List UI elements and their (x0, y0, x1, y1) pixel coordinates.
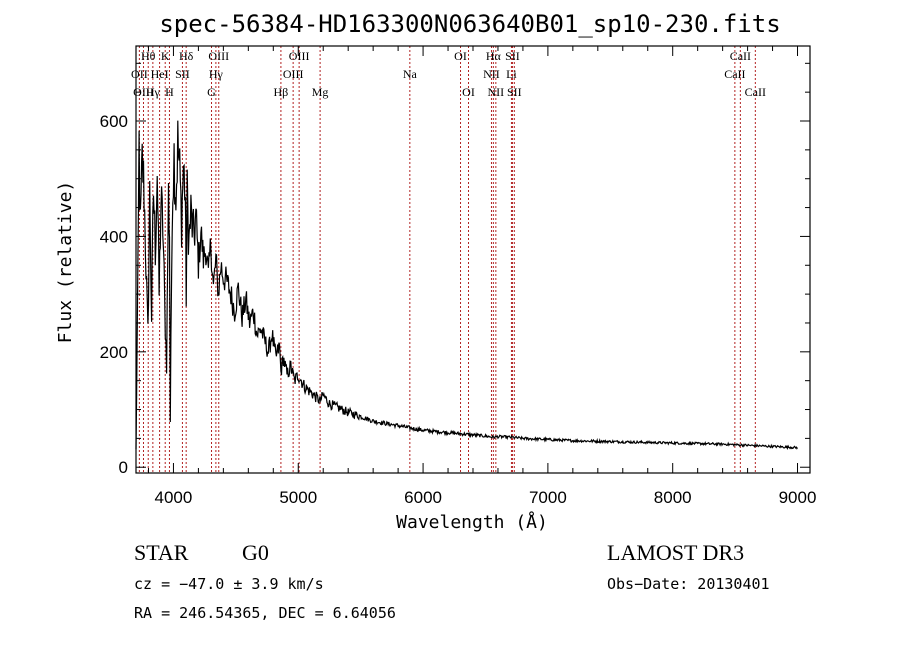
line-label: Hθ (141, 49, 156, 63)
chart-title: spec-56384-HD163300N063640B01_sp10-230.f… (159, 10, 780, 38)
line-label: OIII (133, 85, 154, 99)
survey-name: LAMOST DR3 (607, 540, 745, 565)
line-label: OI (462, 85, 475, 99)
line-label: NII (483, 67, 500, 81)
line-label: H (165, 85, 174, 99)
line-label: CaII (745, 85, 766, 99)
line-label: OIII (289, 49, 310, 63)
observation-date: Obs−Date: 20130401 (607, 575, 770, 593)
line-label: Hδ (179, 49, 194, 63)
emission-line-markers (138, 46, 756, 473)
x-tick-label: 7000 (529, 488, 567, 507)
line-label: Mg (312, 85, 329, 99)
line-label: CaII (730, 49, 751, 63)
coordinates: RA = 246.54365, DEC = 6.64056 (134, 604, 396, 622)
x-tick-label: 4000 (155, 488, 193, 507)
line-label: NII (488, 85, 505, 99)
x-tick-label: 5000 (279, 488, 317, 507)
line-label: OI (454, 49, 467, 63)
line-label: Li (506, 67, 517, 81)
line-label: OIII (283, 67, 304, 81)
x-axis: 4000 5000 6000 7000 8000 9000 (147, 46, 817, 507)
line-label: CaII (724, 67, 745, 81)
y-axis-label: Flux (relative) (55, 181, 76, 344)
y-tick-label: 200 (100, 343, 128, 362)
x-tick-label: 8000 (654, 488, 692, 507)
object-class: STAR (134, 540, 189, 565)
x-axis-label: Wavelength (Å) (396, 511, 548, 533)
line-label: Hγ (146, 85, 161, 99)
line-label: HeI (151, 67, 169, 81)
x-tick-label: 6000 (404, 488, 442, 507)
line-label: SII (175, 67, 190, 81)
y-tick-label: 0 (119, 458, 128, 477)
object-subclass: G0 (242, 540, 269, 565)
spectrum-line (135, 120, 798, 451)
y-tick-label: 600 (100, 112, 128, 131)
line-label: Hβ (274, 85, 289, 99)
line-label: OII (131, 67, 148, 81)
line-label: SII (507, 85, 522, 99)
line-label: K (161, 49, 170, 63)
line-label: Hα (486, 49, 502, 63)
y-tick-label: 400 (100, 227, 128, 246)
line-label: OIII (208, 49, 229, 63)
line-label: Hγ (209, 67, 224, 81)
redshift-cz: cz = −47.0 ± 3.9 km/s (134, 575, 324, 593)
line-label: SII (505, 49, 520, 63)
line-label: G (207, 85, 216, 99)
plot-frame (135, 45, 811, 474)
line-label: Na (403, 67, 418, 81)
y-axis: 0 200 400 600 (100, 62, 810, 477)
x-tick-label: 9000 (779, 488, 817, 507)
